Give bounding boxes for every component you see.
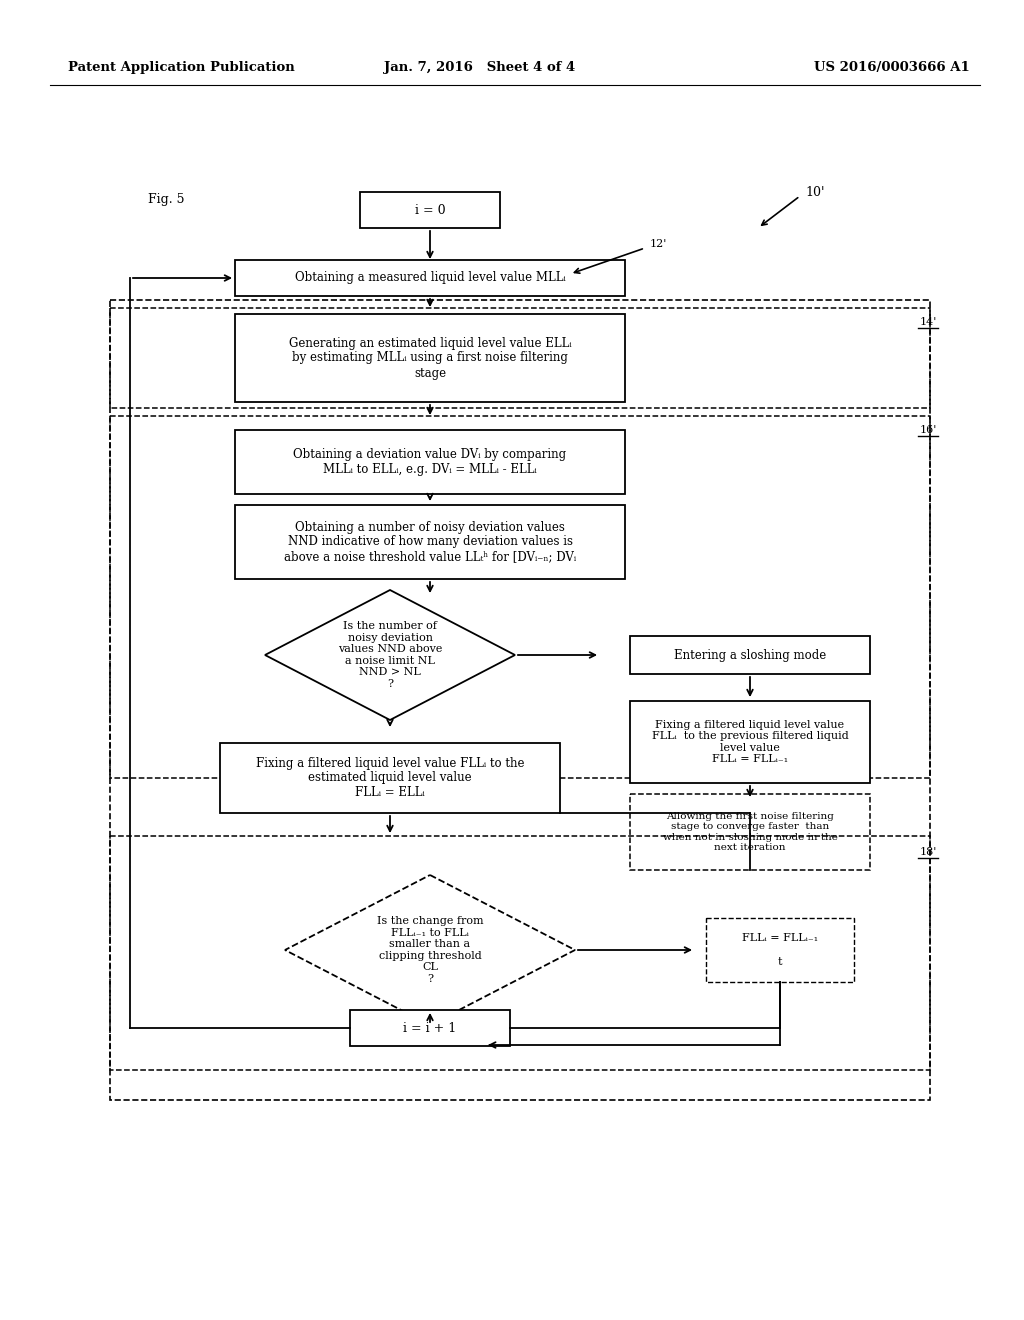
Text: Fixing a filtered liquid level value
FLLᵢ  to the previous filtered liquid
level: Fixing a filtered liquid level value FLL…: [651, 719, 848, 764]
Bar: [110, 308, 930, 408]
Text: Obtaining a deviation value DVᵢ by comparing
MLLᵢ to ELLᵢ, e.g. DVᵢ = MLLᵢ - ELL: Obtaining a deviation value DVᵢ by compa…: [294, 447, 566, 477]
Text: Obtaining a number of noisy deviation values
NND indicative of how many deviatio: Obtaining a number of noisy deviation va…: [284, 520, 577, 564]
Text: Obtaining a measured liquid level value MLLᵢ: Obtaining a measured liquid level value …: [295, 272, 565, 285]
Bar: [234, 506, 625, 579]
Bar: [234, 260, 625, 296]
Bar: [630, 636, 870, 675]
Text: 14': 14': [920, 317, 937, 327]
Bar: [234, 430, 625, 494]
Polygon shape: [285, 875, 575, 1026]
Bar: [630, 795, 870, 870]
Bar: [234, 314, 625, 403]
Text: i = 0: i = 0: [415, 203, 445, 216]
Text: i = i + 1: i = i + 1: [403, 1022, 457, 1035]
Text: Fig. 5: Fig. 5: [148, 194, 184, 206]
Text: Fixing a filtered liquid level value FLLᵢ to the
estimated liquid level value
FL: Fixing a filtered liquid level value FLL…: [256, 756, 524, 800]
Text: Is the change from
FLLᵢ₋₁ to FLLᵢ
smaller than a
clipping threshold
CL
?: Is the change from FLLᵢ₋₁ to FLLᵢ smalle…: [377, 916, 483, 983]
Text: Generating an estimated liquid level value ELLᵢ
by estimating MLLᵢ using a first: Generating an estimated liquid level val…: [289, 337, 571, 380]
Text: 18': 18': [920, 847, 937, 857]
Bar: [110, 836, 930, 1071]
Polygon shape: [265, 590, 515, 719]
Bar: [630, 701, 870, 783]
Text: Is the number of
noisy deviation
values NND above
a noise limit NL
NND > NL
?: Is the number of noisy deviation values …: [338, 620, 442, 689]
Bar: [360, 191, 500, 228]
Text: Entering a sloshing mode: Entering a sloshing mode: [674, 648, 826, 661]
Text: 16': 16': [920, 425, 937, 436]
Bar: [110, 416, 930, 777]
Text: Allowing the first noise filtering
stage to converge faster  than
when not in sl: Allowing the first noise filtering stage…: [663, 812, 838, 853]
Text: US 2016/0003666 A1: US 2016/0003666 A1: [814, 62, 970, 74]
Bar: [706, 917, 854, 982]
Text: Jan. 7, 2016   Sheet 4 of 4: Jan. 7, 2016 Sheet 4 of 4: [384, 62, 575, 74]
Bar: [220, 743, 560, 813]
Bar: [350, 1010, 510, 1045]
Bar: [110, 300, 930, 1100]
Text: 12': 12': [650, 239, 668, 249]
Text: 10': 10': [805, 186, 824, 198]
Text: Patent Application Publication: Patent Application Publication: [68, 62, 295, 74]
Text: FLLᵢ = FLLᵢ₋₁

t: FLLᵢ = FLLᵢ₋₁ t: [742, 933, 818, 966]
